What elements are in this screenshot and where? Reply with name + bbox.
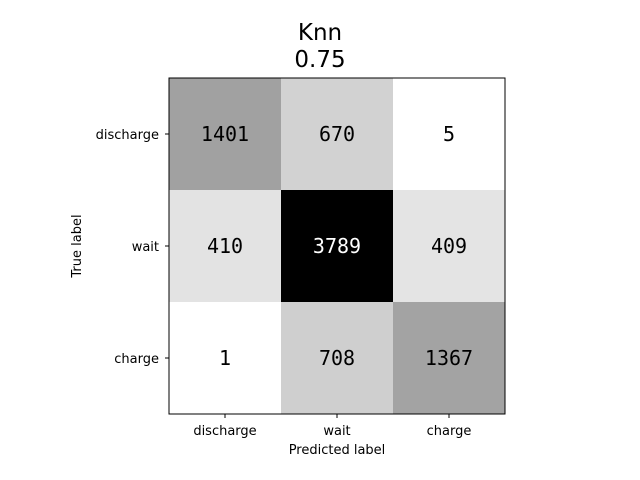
x-axis-label: Predicted label — [289, 443, 386, 458]
heatmap-cell — [393, 78, 506, 191]
cell-value-label: 3789 — [313, 234, 361, 258]
cell-value-label: 409 — [431, 234, 467, 258]
heatmap-cell — [169, 190, 282, 303]
y-axis-label: True label — [70, 214, 85, 278]
cell-value-label: 1401 — [201, 122, 249, 146]
x-tick-label: discharge — [193, 424, 256, 439]
y-tick-label: discharge — [96, 128, 159, 143]
y-tick-label: wait — [132, 240, 159, 255]
heatmap-cell — [281, 78, 394, 191]
cell-value-label: 1367 — [425, 346, 473, 370]
cell-value-label: 708 — [319, 346, 355, 370]
chart-subtitle: 0.75 — [294, 47, 346, 73]
cell-value-label: 5 — [443, 122, 455, 146]
cell-value-label: 670 — [319, 122, 355, 146]
axis-ticks: discharge wait charge discharge wait charge — [96, 128, 472, 439]
heatmap-cells: 1401 670 5 410 3789 409 1 708 1367 — [169, 78, 506, 415]
x-tick-label: wait — [323, 424, 350, 439]
chart-title: Knn — [297, 20, 343, 46]
heatmap-cell — [281, 190, 394, 303]
heatmap-cell — [169, 78, 282, 191]
cell-value-label: 410 — [207, 234, 243, 258]
heatmap-cell — [169, 302, 282, 415]
cell-value-label: 1 — [219, 346, 231, 370]
heatmap-cell — [281, 302, 394, 415]
y-tick-label: charge — [114, 352, 159, 367]
heatmap-cell — [393, 302, 506, 415]
x-tick-label: charge — [427, 424, 472, 439]
heatmap-cell — [393, 190, 506, 303]
